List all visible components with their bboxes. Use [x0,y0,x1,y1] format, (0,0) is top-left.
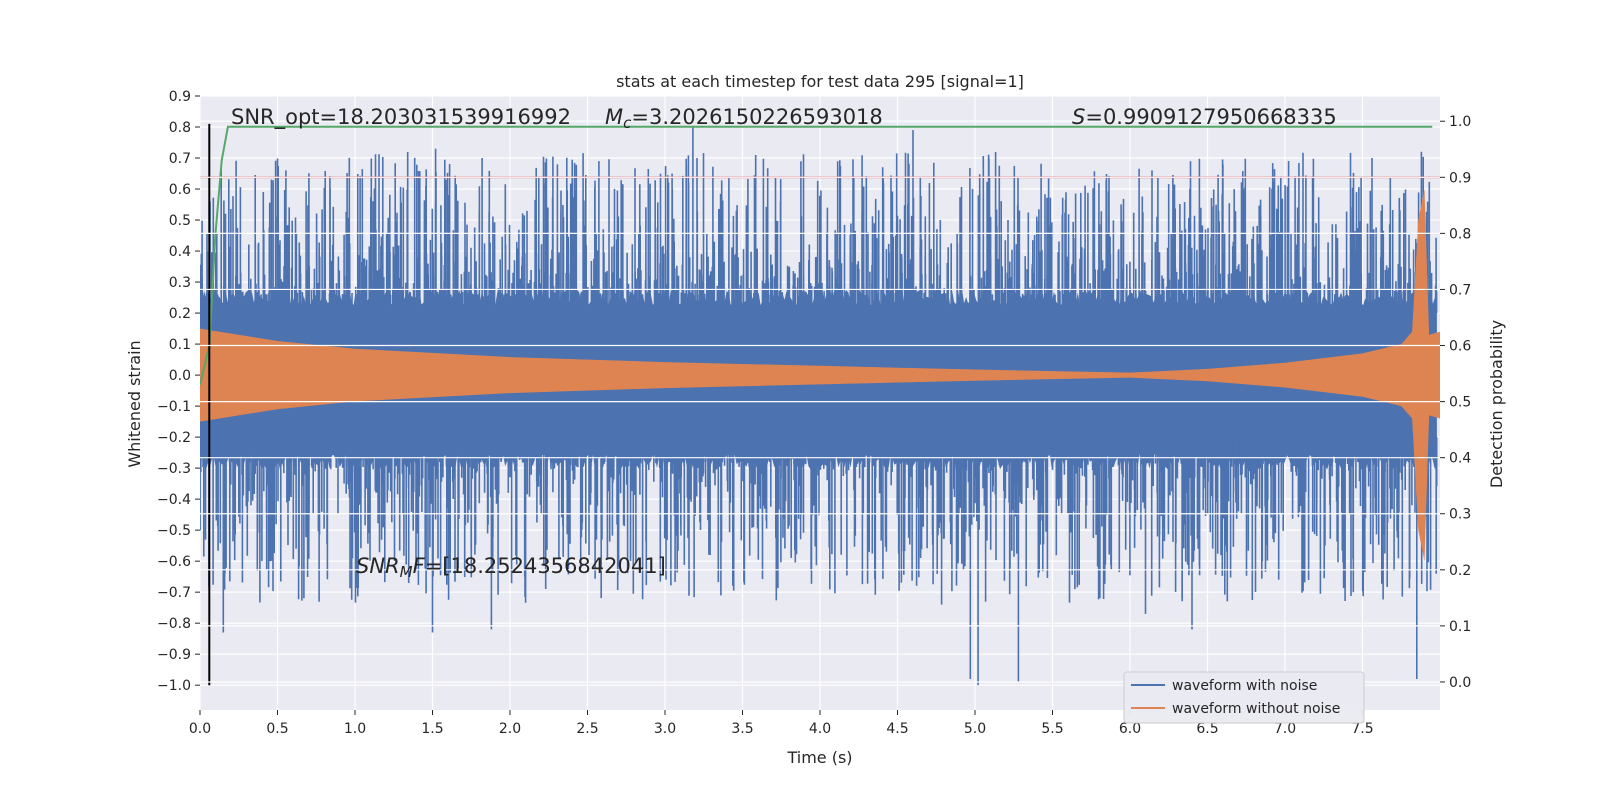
right-tick-label: 0.3 [1449,507,1471,523]
left-axis-ticks: 0.9 0.8 0.7 0.6 0.5 0.4 0.3 0.2 0.1 0.0 −0.1 −0.2 −0… [157,89,200,694]
left-tick-label: 0.5 [169,213,191,229]
right-tick-label: 0.7 [1449,282,1471,298]
annotation-chirp-mass: Mc=3.2026150226593018 [605,105,883,132]
chart-title: stats at each timestep for test data 295… [616,72,1024,91]
right-tick-label: 0.9 [1449,170,1471,186]
annotation-snr-opt: SNR_opt=18.203031539916992 [231,105,571,130]
right-grid [200,120,1440,683]
x-tick-label: 4.0 [809,721,831,737]
y-axis-label-left: Whitened strain [125,340,144,467]
mc-symbol: M [605,105,623,129]
legend-label-noise: waveform with noise [1172,678,1317,694]
annotation-s: S=0.9909127950668335 [1072,105,1337,129]
left-tick-label: −0.5 [157,523,191,539]
snr-mf-subscript: M [400,563,413,581]
x-tick-label: 7.5 [1351,721,1373,737]
mc-value: =3.2026150226593018 [631,105,882,129]
left-tick-label: 0.4 [169,244,191,260]
x-tick-label: 5.5 [1041,721,1063,737]
left-tick-label: 0.8 [169,120,191,136]
x-tick-label: 0.0 [189,721,211,737]
x-tick-label: 2.5 [576,721,598,737]
s-symbol: S [1072,105,1085,129]
left-tick-label: −0.6 [157,554,191,570]
x-tick-label: 6.5 [1196,721,1218,737]
x-axis-label: Time (s) [786,748,852,767]
right-tick-label: 0.5 [1449,395,1471,411]
x-tick-label: 3.0 [654,721,676,737]
left-tick-label: −0.7 [157,585,191,601]
annotation-snr-mf: SNRMF=[18.2524356842041] [356,554,666,581]
mc-subscript: c [623,114,632,132]
x-tick-label: 7.0 [1274,721,1296,737]
right-tick-label: 0.6 [1449,339,1471,355]
x-tick-label: 6.0 [1119,721,1141,737]
left-tick-label: −1.0 [157,678,191,694]
clean-waveform [200,189,1440,562]
snr-mf-value: =[18.2524356842041] [425,554,666,578]
left-tick-label: 0.9 [169,89,191,105]
left-tick-label: 0.2 [169,306,191,322]
legend-box [1123,671,1365,724]
x-axis-ticks: 0.0 0.5 1.0 1.5 2.0 2.5 3.0 3.5 4.0 4.5 5.0 5.5 6.0 6… [189,710,1374,737]
noise-spikes [200,127,1438,686]
x-tick-label: 2.0 [499,721,521,737]
left-tick-label: 0.1 [169,337,191,353]
x-tick-label: 5.0 [964,721,986,737]
left-tick-label: 0.6 [169,182,191,198]
left-tick-label: −0.1 [157,399,191,415]
right-tick-label: 0.1 [1449,619,1471,635]
left-tick-label: 0.7 [169,151,191,167]
legend-label-clean: waveform without noise [1172,701,1340,717]
right-tick-label: 0.8 [1449,226,1471,242]
s-value: =0.9909127950668335 [1085,105,1336,129]
right-tick-label: 0.2 [1449,563,1471,579]
left-tick-label: −0.8 [157,616,191,632]
snr-mf-symbol: SNR [356,554,400,578]
right-tick-label: 0.4 [1449,451,1471,467]
left-tick-label: −0.9 [157,647,191,663]
left-tick-label: −0.2 [157,430,191,446]
x-tick-label: 1.0 [344,721,366,737]
legend: waveform with noise waveform without noi… [1123,671,1365,724]
x-tick-label: 0.5 [266,721,288,737]
x-tick-label: 3.5 [731,721,753,737]
left-tick-label: −0.3 [157,461,191,477]
right-tick-label: 0.0 [1449,675,1471,691]
left-tick-label: −0.4 [157,492,191,508]
right-tick-label: 1.0 [1449,114,1471,130]
x-tick-label: 1.5 [421,721,443,737]
left-tick-label: 0.0 [169,368,191,384]
right-axis-ticks: 1.0 0.9 0.8 0.7 0.6 0.5 0.4 0.3 0.2 0.1 0.0 [1440,114,1471,691]
left-tick-label: 0.3 [169,275,191,291]
x-tick-label: 4.5 [886,721,908,737]
y-axis-label-right: Detection probability [1487,320,1506,488]
snr-mf-tail: F [413,554,426,578]
